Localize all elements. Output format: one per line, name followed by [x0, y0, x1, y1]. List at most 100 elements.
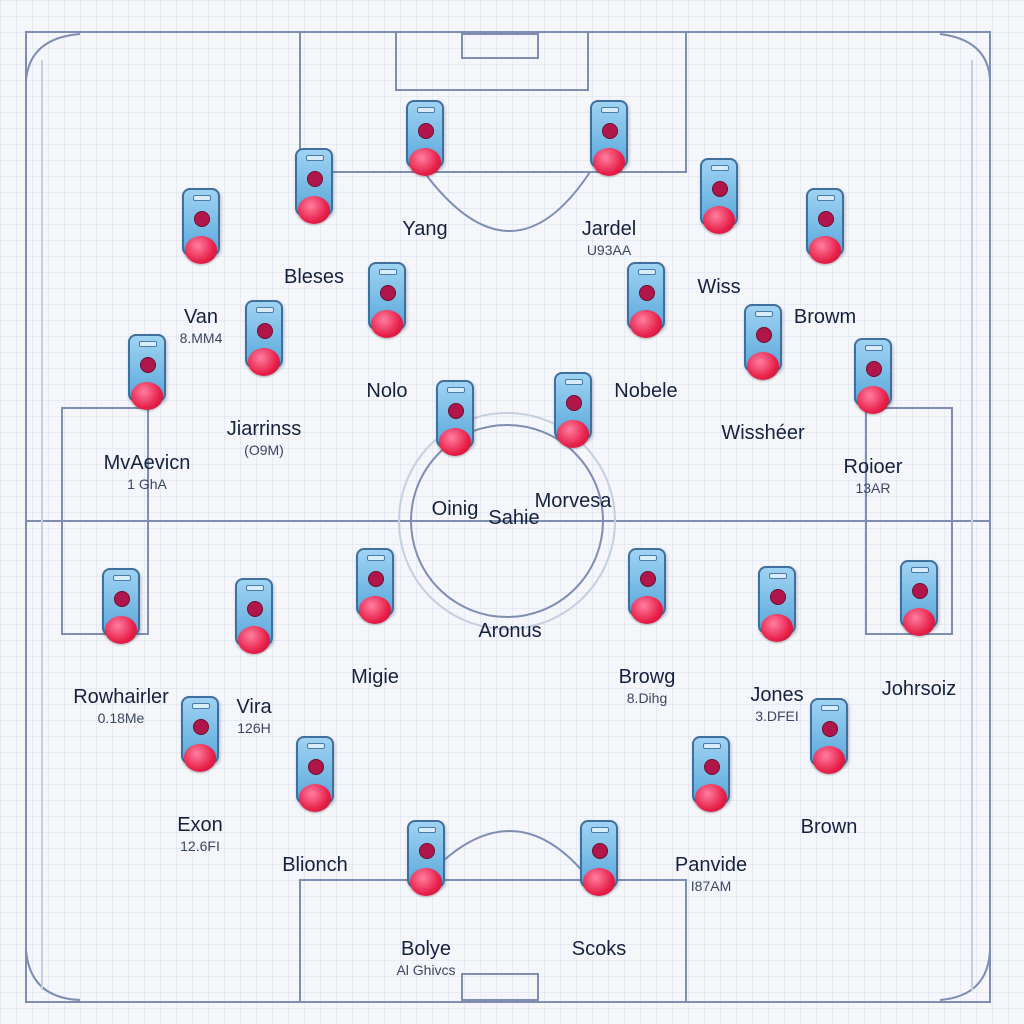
player-name: Vira — [236, 696, 272, 718]
player-icon — [245, 300, 283, 376]
player-icon — [700, 158, 738, 234]
penalty-arc-top — [423, 171, 591, 232]
player-icon — [296, 736, 334, 812]
player-icon — [368, 262, 406, 338]
ball-icon — [410, 868, 442, 896]
corner-arc-top-right — [939, 33, 991, 81]
ball-icon — [105, 616, 137, 644]
player-name: Bleses — [283, 266, 345, 288]
ball-icon — [809, 236, 841, 264]
ball-icon — [371, 310, 403, 338]
goal-top — [461, 33, 539, 59]
player-name: Jardel — [581, 218, 637, 240]
player-name: Blionch — [282, 854, 348, 876]
player-name: Exon — [177, 814, 223, 836]
player-name: Browm — [793, 306, 857, 328]
player-icon — [406, 100, 444, 176]
ball-icon — [747, 352, 779, 380]
player-code: 0.18Me — [97, 710, 145, 726]
player-code: 3.DFEI — [755, 708, 799, 724]
player-name: Van — [183, 306, 219, 328]
player-name: Roioer — [843, 456, 903, 478]
player-icon — [810, 698, 848, 774]
player-name: Nobele — [614, 380, 678, 402]
player-name: Rowhairler — [73, 686, 169, 708]
ball-icon — [630, 310, 662, 338]
player-icon — [295, 148, 333, 224]
player-icon — [900, 560, 938, 636]
ball-icon — [299, 784, 331, 812]
player-name: Yang — [402, 218, 448, 240]
goal-bottom — [461, 973, 539, 1001]
ball-icon — [813, 746, 845, 774]
penalty-arc-bottom — [423, 830, 591, 881]
ball-icon — [857, 386, 889, 414]
corner-arc-top-left — [25, 33, 81, 81]
player-name: Morvesa — [534, 490, 612, 512]
player-name: Jiarrinss — [226, 418, 302, 440]
side-box-right — [865, 407, 953, 635]
ball-icon — [439, 428, 471, 456]
player-icon — [182, 188, 220, 264]
center-label: Sahie — [488, 507, 540, 529]
player-icon — [758, 566, 796, 642]
ball-icon — [583, 868, 615, 896]
player-icon — [692, 736, 730, 812]
player-name: Johrsoiz — [881, 678, 957, 700]
ball-icon — [557, 420, 589, 448]
player-name: Jones — [750, 684, 804, 706]
player-code: U93AA — [586, 242, 632, 258]
player-code: 1 GhA — [127, 476, 167, 492]
ball-icon — [409, 148, 441, 176]
ball-icon — [903, 608, 935, 636]
player-name: Migie — [351, 666, 399, 688]
ball-icon — [185, 236, 217, 264]
player-name: Wisshéer — [721, 422, 805, 444]
ball-icon — [184, 744, 216, 772]
player-name: Panvide — [674, 854, 748, 876]
player-name: Oinig — [431, 498, 479, 520]
player-icon — [744, 304, 782, 380]
ball-icon — [593, 148, 625, 176]
player-icon — [806, 188, 844, 264]
ball-icon — [761, 614, 793, 642]
player-icon — [628, 548, 666, 624]
center-circle — [410, 424, 604, 618]
ball-icon — [703, 206, 735, 234]
player-icon — [554, 372, 592, 448]
player-icon — [580, 820, 618, 896]
player-icon — [854, 338, 892, 414]
player-code: 126H — [237, 720, 271, 736]
player-icon — [181, 696, 219, 772]
ball-icon — [238, 626, 270, 654]
player-code: Al Ghivcs — [396, 962, 456, 978]
ball-icon — [248, 348, 280, 376]
player-code: (O9M) — [244, 442, 284, 458]
midfield-label: Aronus — [478, 620, 542, 642]
player-icon — [356, 548, 394, 624]
player-name: Bolye — [400, 938, 452, 960]
player-code: 12.6FI — [180, 838, 220, 854]
player-code: 8.MM4 — [179, 330, 223, 346]
player-icon — [102, 568, 140, 644]
player-name: Wiss — [697, 276, 741, 298]
player-icon — [590, 100, 628, 176]
player-icon — [627, 262, 665, 338]
corner-arc-bottom-right — [939, 949, 991, 1001]
player-icon — [235, 578, 273, 654]
player-name: MvAevicn — [103, 452, 191, 474]
ball-icon — [359, 596, 391, 624]
ball-icon — [631, 596, 663, 624]
player-name: Browg — [618, 666, 676, 688]
player-icon — [128, 334, 166, 410]
player-icon — [407, 820, 445, 896]
player-code: 8.Dihg — [626, 690, 668, 706]
ball-icon — [298, 196, 330, 224]
goal-box-top — [395, 31, 589, 91]
ball-icon — [131, 382, 163, 410]
player-name: Nolo — [366, 380, 408, 402]
player-code: 13AR — [855, 480, 891, 496]
